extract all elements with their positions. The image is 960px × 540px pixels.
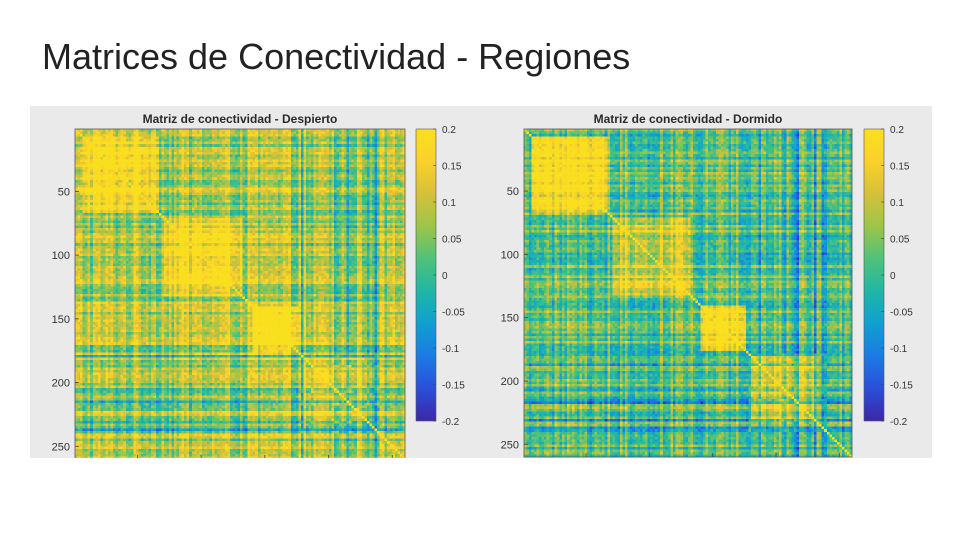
colorbar-tick-label: -0.2	[890, 417, 908, 428]
heatmap-figure: Matriz de conectividad - Despierto 50 100 1…	[52, 112, 913, 458]
colorbar-tick-label: 0.1	[890, 198, 904, 209]
colorbar-tick-label: 0.05	[442, 235, 462, 246]
y-tick-label: 250	[501, 439, 519, 451]
plot-frame	[523, 128, 853, 458]
colorbar-tick-label: -0.2	[442, 417, 460, 428]
colorbar-tick-label: 0.05	[890, 235, 910, 246]
y-tick-label: 100	[501, 249, 519, 261]
colorbar-tick-label: -0.15	[890, 381, 913, 392]
y-tick-label: 100	[52, 250, 70, 262]
heatmap-panel-2: Matriz de conectividad - Dormido 50 100 150…	[501, 112, 913, 458]
heatmap-matrix	[524, 129, 852, 457]
colorbar-tick-label: 0.2	[442, 125, 456, 136]
colorbar-tick-label: 0.2	[890, 125, 904, 136]
colorbar-tick-label: 0.15	[442, 162, 462, 173]
colorbar-tick-label: -0.1	[442, 344, 460, 355]
y-tick-label: 150	[52, 314, 70, 326]
y-tick-label: 150	[501, 313, 519, 325]
figure-panel: Matriz de conectividad - Despierto 50 100 1…	[30, 106, 932, 458]
heatmap-matrix	[75, 129, 405, 458]
slide-title: Matrices de Conectividad - Regiones	[42, 36, 631, 77]
y-tick-label: 200	[501, 376, 519, 388]
y-tick-label: 200	[52, 378, 70, 390]
chart-title: Matriz de conectividad - Despierto	[143, 112, 338, 126]
chart-title: Matriz de conectividad - Dormido	[594, 112, 783, 126]
plot-frame	[74, 128, 406, 458]
y-tick-label: 250	[52, 441, 70, 453]
colorbar-tick-label: -0.05	[890, 308, 913, 319]
colorbar-tick-label: 0.15	[890, 162, 910, 173]
heatmap-panel-1: Matriz de conectividad - Despierto 50 100 1…	[52, 112, 465, 458]
colorbar-tick-label: 0	[890, 271, 896, 282]
colorbar-tick-label: -0.05	[442, 308, 465, 319]
y-tick-label: 50	[507, 186, 519, 198]
colorbar-tick-label: -0.1	[890, 344, 908, 355]
y-tick-label: 50	[58, 186, 70, 198]
colorbar-tick-label: 0.1	[442, 198, 456, 209]
colorbar-tick-label: -0.15	[442, 381, 465, 392]
colorbar-tick-label: 0	[442, 271, 448, 282]
